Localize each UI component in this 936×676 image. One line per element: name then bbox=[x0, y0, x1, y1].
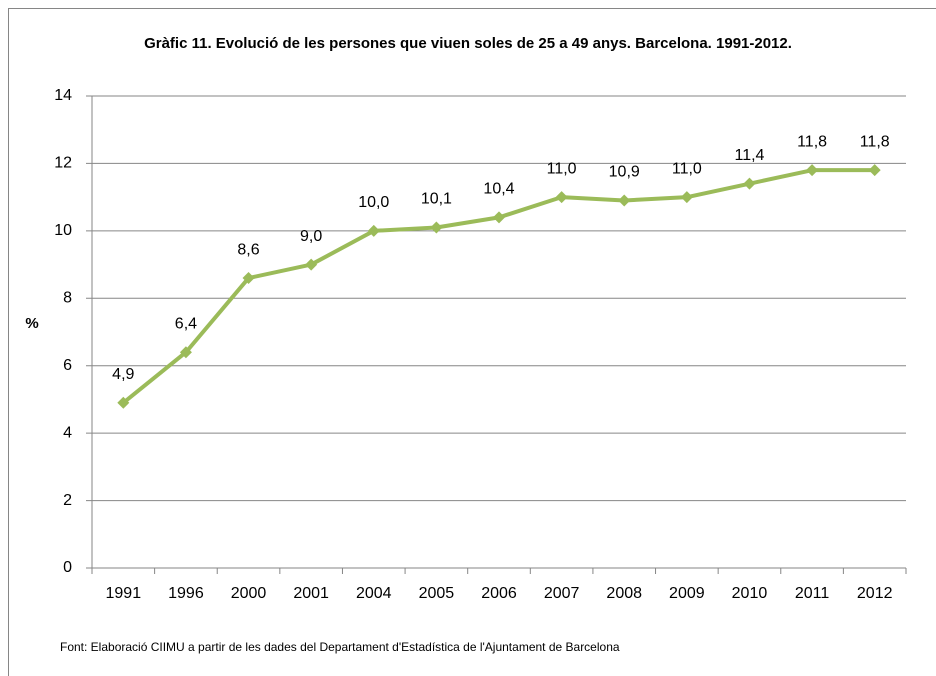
x-tick-label: 2001 bbox=[293, 585, 329, 602]
x-tick-label: 2008 bbox=[606, 585, 642, 602]
line bbox=[122, 168, 875, 405]
y-tick-label: 2 bbox=[63, 492, 72, 509]
data-label: 8,6 bbox=[237, 241, 259, 258]
marker bbox=[743, 177, 756, 190]
y-tick-label: 14 bbox=[54, 87, 72, 104]
x-tick-label: 2000 bbox=[231, 585, 267, 602]
chart-frame bbox=[8, 8, 936, 676]
data-label: 10,1 bbox=[421, 191, 452, 208]
x-tick-label: 2004 bbox=[356, 585, 392, 602]
data-label: 11,4 bbox=[734, 147, 764, 164]
x-tick-label: 2011 bbox=[795, 585, 830, 602]
data-label: 4,9 bbox=[112, 366, 134, 383]
data-label: 11,8 bbox=[860, 133, 890, 150]
x-tick-label: 1991 bbox=[106, 585, 142, 602]
marker bbox=[806, 164, 819, 177]
data-label: 10,4 bbox=[483, 181, 514, 198]
marker bbox=[868, 164, 881, 177]
marker bbox=[242, 272, 255, 285]
marker bbox=[117, 396, 130, 409]
y-tick-label: 12 bbox=[54, 155, 72, 172]
y-tick-label: 8 bbox=[63, 290, 72, 307]
y-axis-label: % bbox=[25, 315, 38, 332]
x-tick-label: 2010 bbox=[732, 585, 768, 602]
data-label: 11,8 bbox=[797, 133, 827, 150]
marker bbox=[430, 221, 443, 234]
y-tick-label: 6 bbox=[63, 357, 72, 374]
x-tick-label: 2006 bbox=[481, 585, 517, 602]
y-tick-label: 10 bbox=[54, 222, 72, 239]
data-label: 10,9 bbox=[609, 164, 640, 181]
source-note: Font: Elaboració CIIMU a partir de les d… bbox=[60, 640, 620, 654]
marker bbox=[618, 194, 631, 207]
data-label: 10,0 bbox=[358, 194, 389, 211]
x-tick-label: 2007 bbox=[544, 585, 580, 602]
data-label: 9,0 bbox=[300, 228, 322, 245]
x-tick-label: 2012 bbox=[857, 585, 893, 602]
marker bbox=[493, 211, 505, 224]
marker bbox=[680, 191, 693, 204]
marker bbox=[367, 224, 380, 237]
data-label: 11,0 bbox=[672, 160, 702, 177]
marker bbox=[179, 346, 192, 359]
data-label: 11,0 bbox=[547, 160, 577, 177]
x-tick-label: 2005 bbox=[419, 585, 455, 602]
data-label: 6,4 bbox=[175, 315, 197, 332]
y-tick-label: 4 bbox=[63, 424, 72, 441]
x-tick-label: 1996 bbox=[168, 585, 204, 602]
x-tick-label: 2009 bbox=[669, 585, 705, 602]
y-tick-label: 0 bbox=[63, 559, 72, 576]
chart-title: Gràfic 11. Evolució de les persones que … bbox=[144, 35, 792, 52]
marker bbox=[305, 258, 318, 271]
marker bbox=[555, 191, 568, 204]
